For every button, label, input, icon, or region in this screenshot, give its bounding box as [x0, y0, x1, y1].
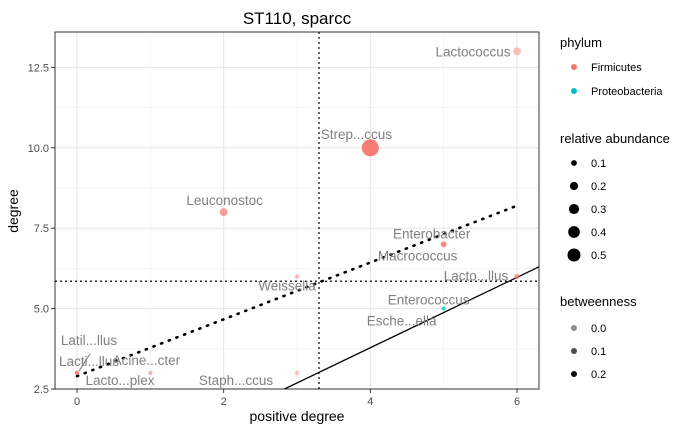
x-tick-label: 2 — [221, 396, 227, 408]
point-label: Staph...ccus — [199, 373, 274, 388]
legend-label: 0.2 — [591, 369, 606, 381]
legend-title-abundance: relative abundance — [560, 131, 670, 146]
data-point — [514, 273, 520, 280]
plot-border — [54, 31, 540, 390]
point-label: Enterococcus — [388, 293, 470, 308]
legend-label: 0.1 — [591, 346, 606, 358]
legend-size-swatch — [571, 160, 577, 166]
point-label: Enterobacter — [393, 226, 471, 241]
x-tick-label: 6 — [514, 396, 520, 408]
point-label: Acine...cter — [113, 353, 181, 368]
legend-label: 0.2 — [591, 181, 606, 193]
label-connector — [78, 353, 91, 372]
legend-title-betweenness: betweenness — [560, 294, 637, 309]
plot-layer: Lactococcus Strep...ccus Leuconostoc Entero… — [55, 32, 539, 389]
point-label: Lactococcus — [435, 44, 510, 59]
data-point — [441, 306, 446, 311]
plot-area: 0 2 4 6 2.5 5.0 7.5 10.0 12.5 Lactococcus Strep...… — [28, 31, 540, 408]
legend-alpha-swatch — [571, 325, 577, 331]
legend-swatch — [571, 88, 577, 94]
point-label: Macrococcus — [378, 248, 458, 263]
y-axis-label: degree — [5, 189, 21, 233]
point-label: Weissella — [258, 278, 316, 293]
legend-label: 0.5 — [591, 250, 606, 262]
trend-line-dotted — [75, 204, 519, 378]
data-point — [219, 208, 228, 217]
y-tick-label: 5.0 — [34, 304, 49, 316]
point-label: Lacti...llus — [59, 354, 119, 369]
point-label: Lacto...plex — [85, 373, 154, 388]
point-label: Esche...ella — [367, 314, 437, 329]
legend-size-swatch — [568, 226, 580, 238]
legend-swatch — [571, 64, 577, 70]
data-point — [294, 274, 300, 279]
data-point — [294, 370, 300, 376]
point-label: Lacto...llus — [444, 268, 509, 283]
data-point — [148, 370, 153, 376]
x-tick-label: 4 — [367, 396, 373, 408]
legend-label: Firmicutes — [591, 62, 642, 74]
legend-alpha-swatch — [571, 348, 577, 354]
x-axis-label: positive degree — [250, 408, 345, 424]
legend-size-swatch — [568, 203, 580, 215]
y-tick-label: 7.5 — [34, 223, 49, 235]
legend-label: 0.4 — [591, 227, 606, 239]
data-point — [441, 242, 446, 247]
point-label: Latil...llus — [61, 333, 118, 348]
legend-title-phylum: phylum — [560, 35, 602, 50]
legend-label: 0.3 — [591, 204, 606, 216]
legend-size-swatch — [567, 248, 581, 262]
trend-line-solid — [282, 266, 539, 389]
chart-title: ST110, sparcc — [243, 9, 352, 28]
data-point — [74, 370, 80, 376]
y-tick-label: 2.5 — [34, 384, 49, 396]
legend-label: 0.0 — [591, 323, 606, 335]
data-point — [74, 370, 80, 376]
legend-size-swatch — [569, 181, 579, 191]
point-label: Strep...ccus — [321, 127, 393, 142]
y-tick-label: 12.5 — [28, 62, 49, 74]
legend-label: 0.1 — [591, 158, 606, 170]
legend-alpha-swatch — [571, 371, 577, 377]
data-point — [441, 306, 446, 311]
data-point — [361, 139, 379, 157]
point-label: Leuconostoc — [186, 193, 263, 208]
legend-area: phylum Firmicutes Proteobacteria relative a… — [560, 35, 670, 381]
legend-label: Proteobacteria — [591, 86, 663, 98]
x-tick-label: 0 — [74, 396, 80, 408]
data-point — [513, 47, 521, 56]
y-tick-label: 10.0 — [28, 143, 49, 155]
